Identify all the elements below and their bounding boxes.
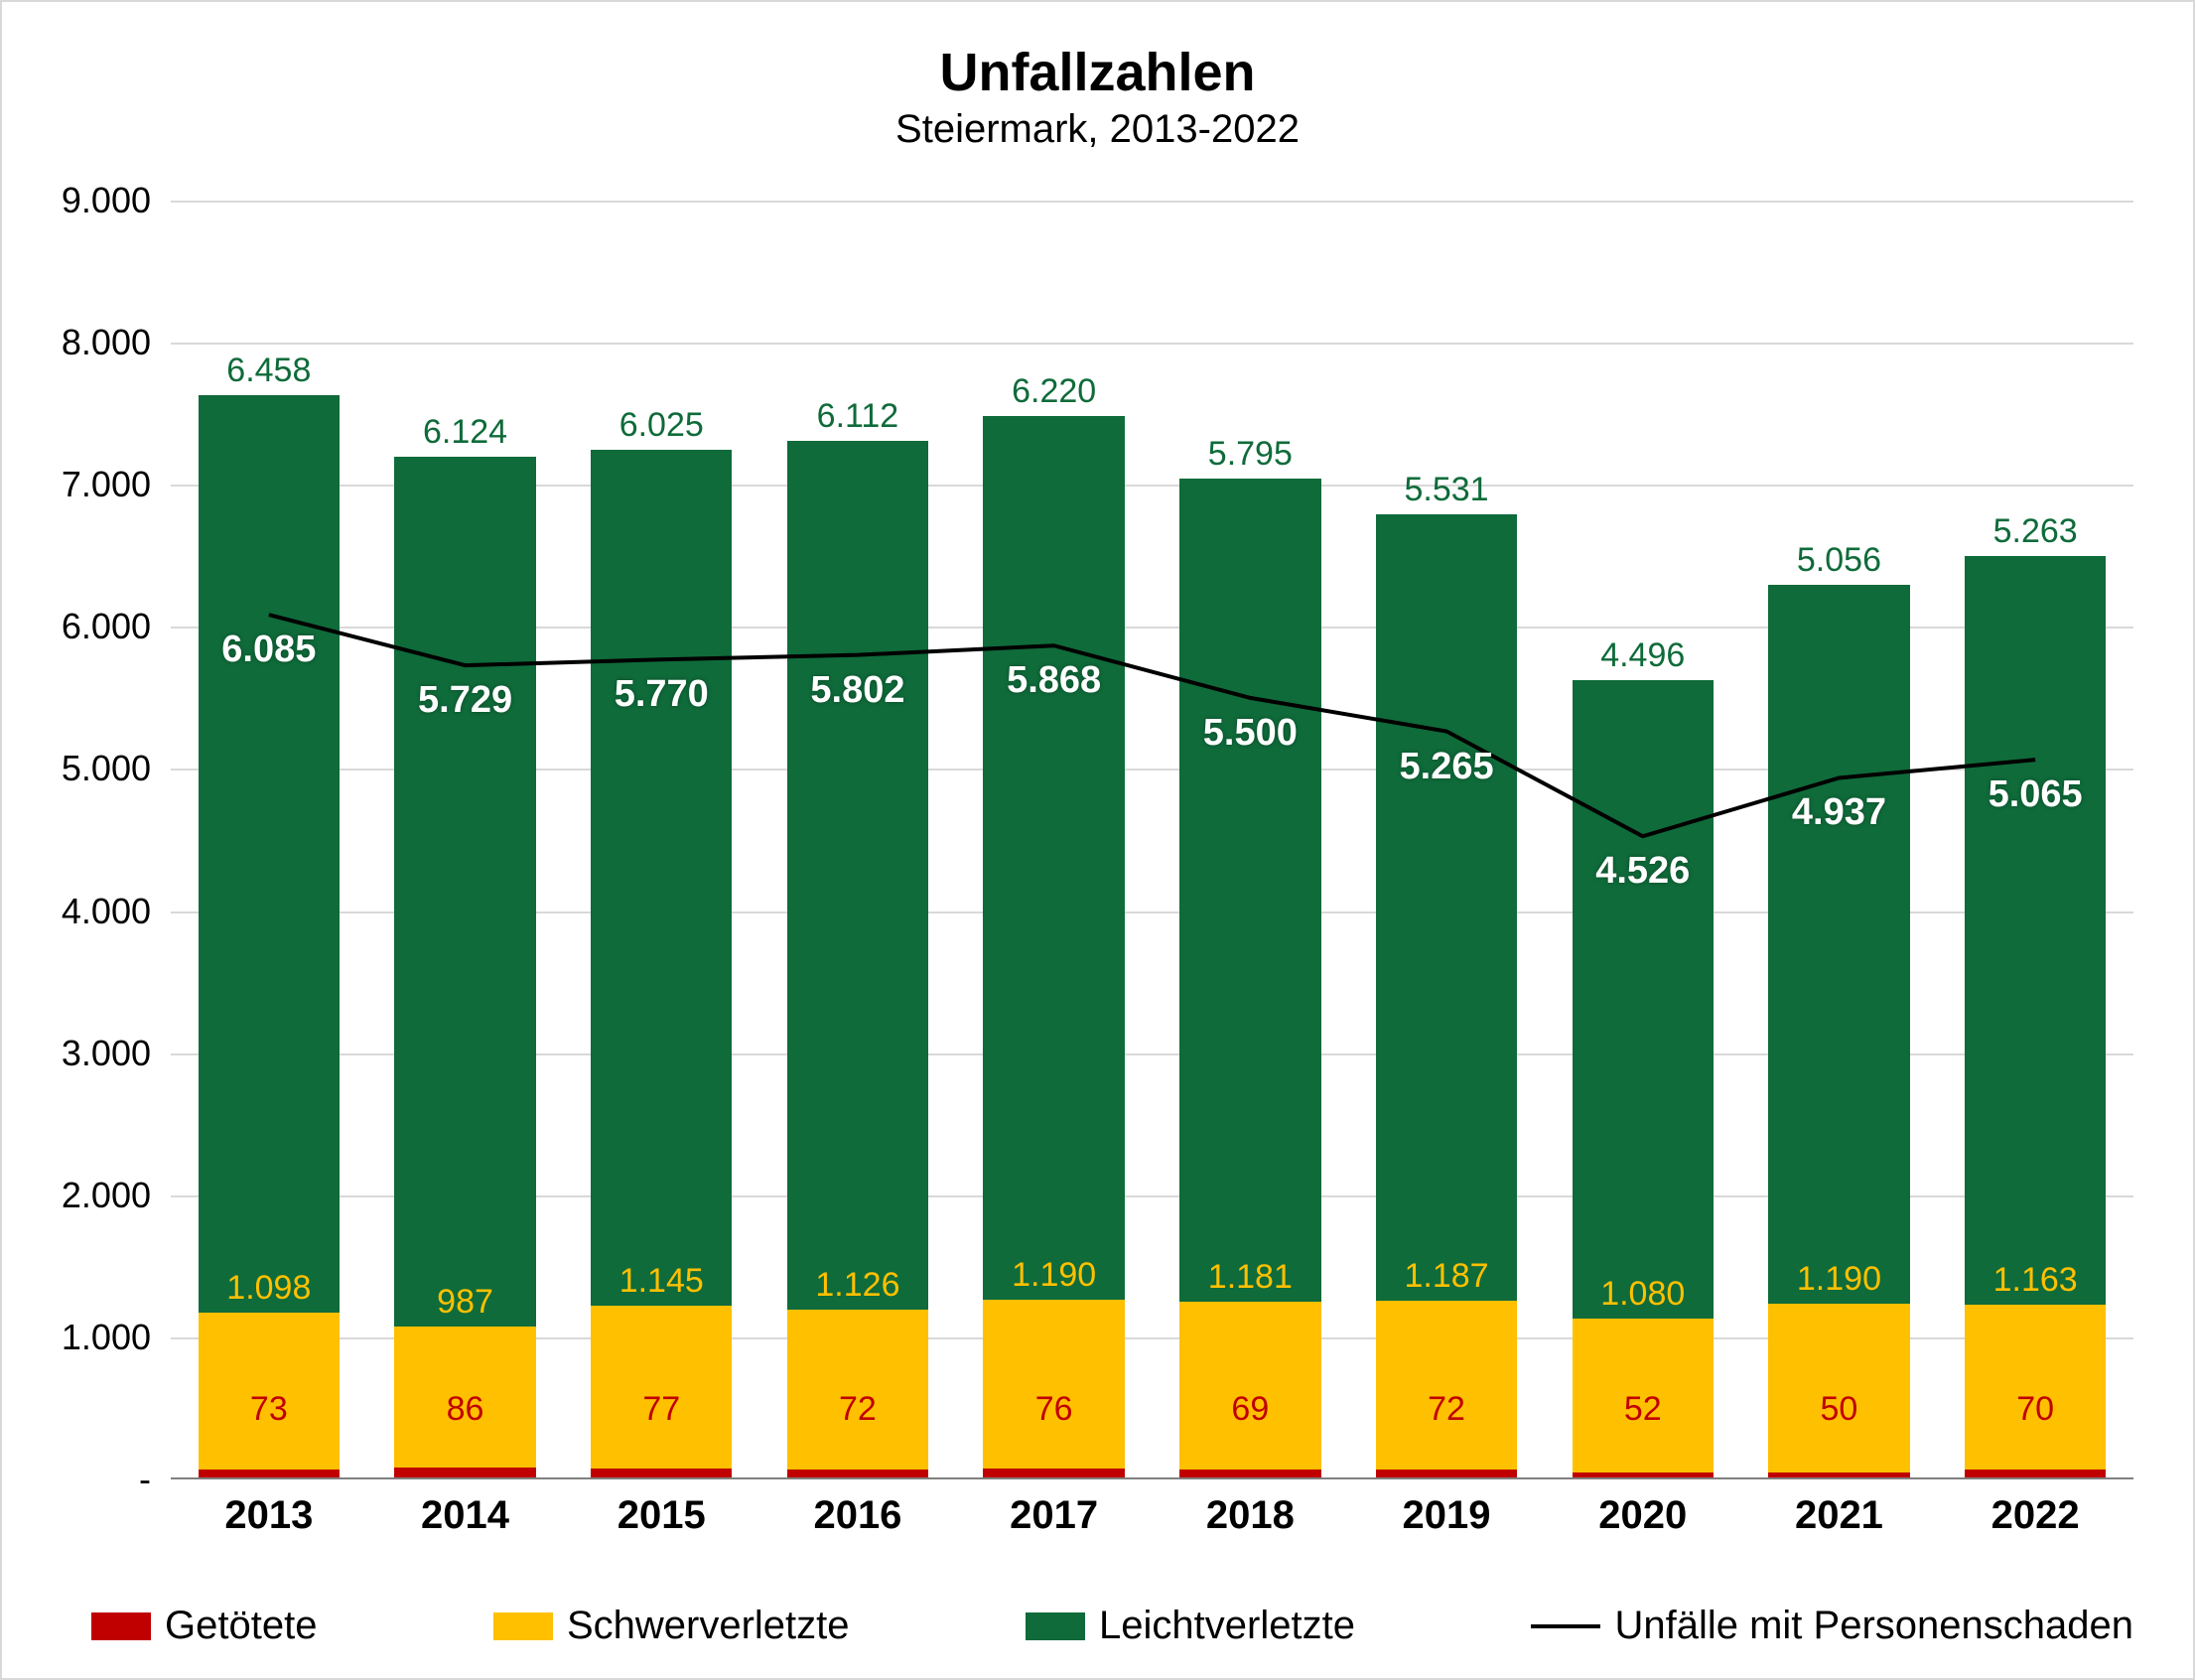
value-label-getoetete: 72 — [839, 1390, 877, 1429]
value-label-leichtverletzte: 6.124 — [423, 413, 507, 452]
y-tick-label: 3.000 — [12, 1033, 171, 1074]
value-label-line: 5.770 — [615, 673, 709, 716]
legend-swatch-schwerverletzte — [493, 1612, 553, 1640]
y-tick-label: 2.000 — [12, 1175, 171, 1216]
x-tick-label: 2021 — [1795, 1479, 1883, 1538]
plot-area: -1.0002.0003.0004.0005.0006.0007.0008.00… — [171, 201, 2133, 1479]
legend-item-getoetete: Getötete — [91, 1604, 317, 1648]
value-label-line: 6.085 — [221, 629, 316, 671]
x-tick-label: 2016 — [813, 1479, 901, 1538]
legend-label: Unfälle mit Personenschaden — [1614, 1604, 2133, 1648]
legend-line-swatch — [1531, 1624, 1600, 1628]
value-label-leichtverletzte: 5.056 — [1797, 541, 1881, 580]
y-tick-label: 9.000 — [12, 180, 171, 221]
value-label-line: 5.500 — [1203, 712, 1298, 755]
y-tick-label: 5.000 — [12, 748, 171, 789]
value-label-leichtverletzte: 6.220 — [1012, 372, 1096, 411]
legend-label: Schwerverletzte — [567, 1604, 850, 1648]
legend-swatch-leichtverletzte — [1026, 1612, 1085, 1640]
legend-swatch-getoetete — [91, 1612, 151, 1640]
value-label-schwerverletzte: 1.098 — [226, 1269, 311, 1308]
value-label-getoetete: 77 — [642, 1390, 680, 1429]
value-label-leichtverletzte: 6.025 — [619, 406, 704, 445]
value-label-getoetete: 70 — [2016, 1390, 2054, 1429]
value-label-leichtverletzte: 6.458 — [226, 351, 311, 390]
value-label-schwerverletzte: 1.187 — [1405, 1257, 1489, 1296]
x-tick-label: 2017 — [1010, 1479, 1098, 1538]
legend-item-leichtverletzte: Leichtverletzte — [1026, 1604, 1355, 1648]
y-tick-label: - — [12, 1459, 171, 1500]
value-label-schwerverletzte: 1.181 — [1208, 1258, 1293, 1297]
value-label-leichtverletzte: 5.263 — [1993, 512, 2078, 551]
value-label-leichtverletzte: 6.112 — [817, 397, 899, 436]
legend-item-schwerverletzte: Schwerverletzte — [493, 1604, 850, 1648]
x-tick-label: 2019 — [1403, 1479, 1491, 1538]
value-label-getoetete: 73 — [250, 1390, 288, 1429]
legend-item-line: Unfälle mit Personenschaden — [1531, 1604, 2133, 1648]
title-block: Unfallzahlen Steiermark, 2013-2022 — [32, 42, 2163, 152]
value-label-schwerverletzte: 1.190 — [1012, 1256, 1096, 1295]
value-label-leichtverletzte: 5.531 — [1405, 471, 1489, 509]
x-axis-line — [171, 1477, 2133, 1479]
legend-label: Leichtverletzte — [1099, 1604, 1355, 1648]
x-tick-label: 2015 — [617, 1479, 706, 1538]
value-label-schwerverletzte: 1.163 — [1993, 1261, 2078, 1300]
value-label-getoetete: 72 — [1428, 1390, 1465, 1429]
legend: Getötete Schwerverletzte Leichtverletzte… — [91, 1604, 2133, 1648]
y-tick-label: 4.000 — [12, 891, 171, 932]
labels-layer: 2013731.0986.4582014869876.1242015771.14… — [171, 201, 2133, 1479]
value-label-schwerverletzte: 987 — [437, 1283, 493, 1322]
value-label-leichtverletzte: 5.795 — [1208, 435, 1293, 474]
x-tick-label: 2018 — [1206, 1479, 1295, 1538]
value-label-line: 5.868 — [1007, 659, 1101, 702]
value-label-schwerverletzte: 1.190 — [1797, 1260, 1881, 1299]
value-label-line: 5.729 — [418, 679, 512, 722]
value-label-schwerverletzte: 1.080 — [1600, 1275, 1685, 1314]
value-label-line: 5.802 — [810, 669, 904, 712]
legend-label: Getötete — [165, 1604, 317, 1648]
value-label-leichtverletzte: 4.496 — [1600, 636, 1685, 675]
chart-title: Unfallzahlen — [32, 42, 2163, 103]
value-label-getoetete: 76 — [1035, 1390, 1073, 1429]
value-label-getoetete: 50 — [1821, 1390, 1858, 1429]
value-label-getoetete: 69 — [1231, 1390, 1269, 1429]
x-tick-label: 2014 — [421, 1479, 509, 1538]
value-label-getoetete: 52 — [1624, 1390, 1662, 1429]
value-label-line: 5.065 — [1989, 773, 2083, 816]
y-tick-label: 6.000 — [12, 606, 171, 647]
value-label-line: 4.937 — [1792, 791, 1886, 834]
x-tick-label: 2020 — [1598, 1479, 1687, 1538]
x-tick-label: 2022 — [1991, 1479, 2080, 1538]
value-label-line: 5.265 — [1400, 746, 1494, 788]
value-label-schwerverletzte: 1.145 — [619, 1262, 704, 1301]
x-tick-label: 2013 — [224, 1479, 313, 1538]
y-tick-label: 1.000 — [12, 1317, 171, 1358]
y-tick-label: 7.000 — [12, 464, 171, 505]
chart-subtitle: Steiermark, 2013-2022 — [32, 107, 2163, 152]
chart-container: Unfallzahlen Steiermark, 2013-2022 -1.00… — [0, 0, 2195, 1680]
value-label-getoetete: 86 — [447, 1390, 484, 1429]
value-label-schwerverletzte: 1.126 — [815, 1266, 899, 1305]
value-label-line: 4.526 — [1595, 850, 1690, 893]
y-tick-label: 8.000 — [12, 322, 171, 363]
